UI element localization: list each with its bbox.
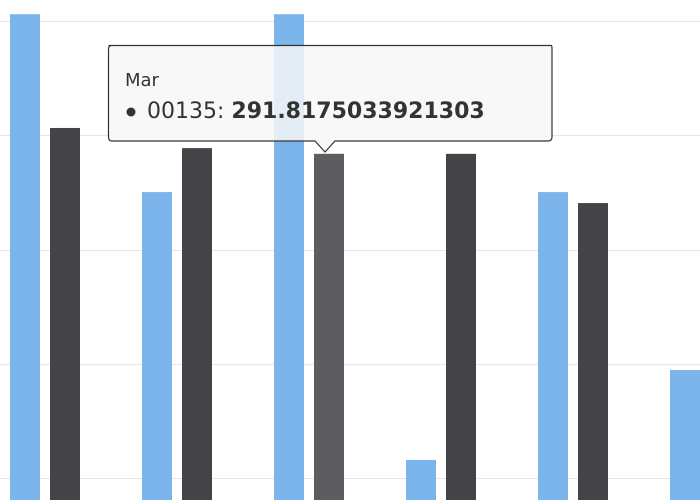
bar — [142, 192, 172, 500]
bar — [182, 148, 212, 500]
tooltip-box — [107, 44, 553, 153]
bar — [50, 127, 80, 500]
bar — [670, 369, 700, 500]
tooltip-value: 291.8175033921303 — [231, 99, 484, 124]
tooltip-series-name: 00135 — [147, 99, 217, 124]
bar — [578, 203, 608, 500]
bar — [446, 153, 476, 500]
tooltip: Mar 00135: 291.8175033921303 — [107, 44, 553, 153]
bar — [10, 14, 40, 500]
tooltip-line: 00135: 291.8175033921303 — [147, 99, 485, 124]
tooltip-separator: : — [217, 99, 231, 124]
bar — [406, 459, 436, 500]
tooltip-category: Mar — [125, 70, 160, 91]
tooltip-bullet — [126, 107, 136, 117]
bar — [314, 153, 344, 500]
bar — [538, 192, 568, 500]
